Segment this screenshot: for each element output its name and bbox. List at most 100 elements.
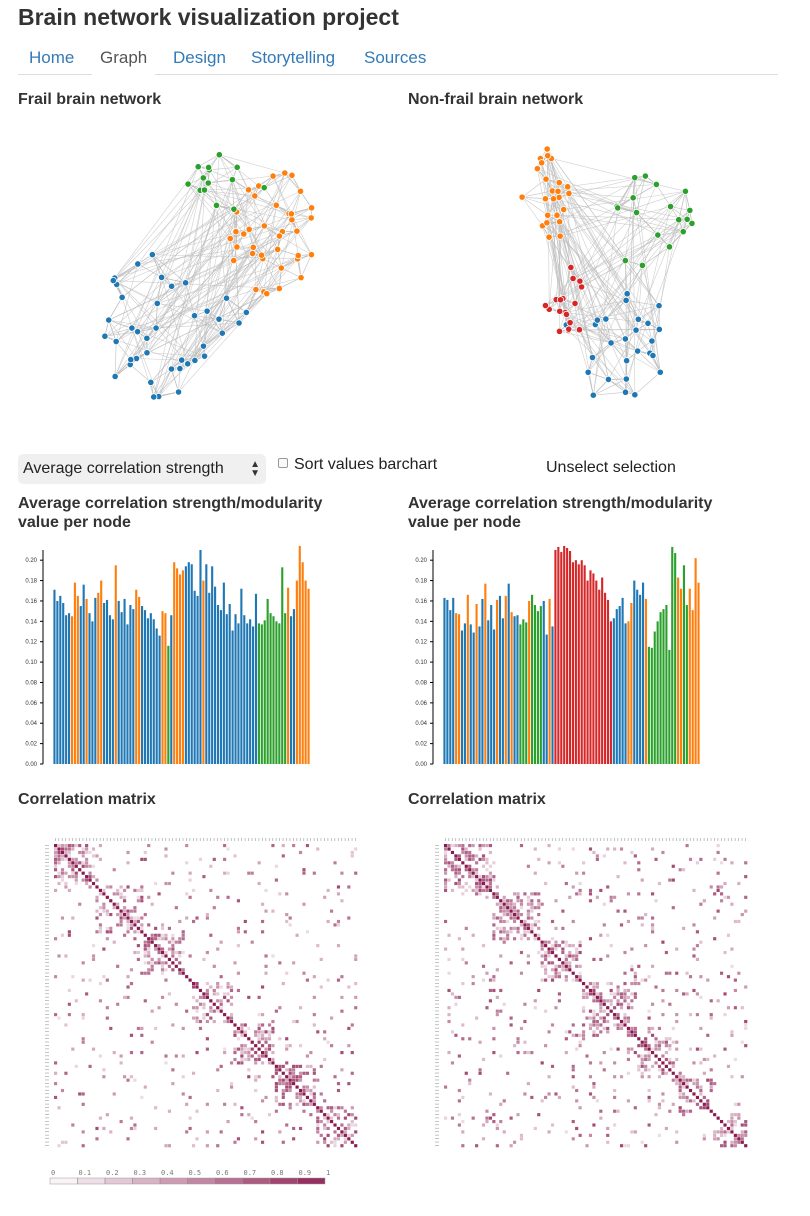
matrix-cell[interactable] [633,854,637,858]
matrix-cell[interactable] [599,1116,603,1120]
matrix-cell[interactable] [271,1051,275,1055]
matrix-cell[interactable] [592,1095,596,1099]
matrix-cell[interactable] [281,1088,285,1093]
matrix-cell[interactable] [509,961,513,965]
matrix-cell[interactable] [192,982,196,986]
matrix-cell[interactable] [492,892,496,896]
matrix-cell[interactable] [626,919,630,924]
matrix-cell[interactable] [571,957,575,961]
matrix-cell[interactable] [516,909,520,913]
matrix-cell[interactable] [274,1082,278,1086]
matrix-cell[interactable] [91,944,96,948]
network-node[interactable] [230,256,238,265]
matrix-cell[interactable] [475,875,479,879]
matrix-cell[interactable] [578,975,582,979]
frail-bar[interactable] [141,606,144,764]
matrix-cell[interactable] [564,975,568,979]
matrix-cell[interactable] [475,861,479,865]
matrix-cell[interactable] [209,933,213,937]
matrix-cell[interactable] [526,1082,530,1086]
matrix-cell[interactable] [143,950,147,955]
matrix-cell[interactable] [633,995,637,999]
matrix-cell[interactable] [481,857,486,861]
matrix-cell[interactable] [181,950,185,955]
frail-bar[interactable] [228,604,231,764]
matrix-cell[interactable] [547,940,551,944]
matrix-cell[interactable] [60,875,65,879]
matrix-cell[interactable] [195,1109,199,1113]
matrix-cell[interactable] [737,1116,741,1120]
matrix-cell[interactable] [592,995,596,999]
matrix-cell[interactable] [292,1137,296,1141]
nonfrail-bar[interactable] [478,626,481,764]
matrix-cell[interactable] [616,1023,620,1027]
matrix-cell[interactable] [478,857,482,861]
matrix-cell[interactable] [481,964,486,968]
matrix-cell[interactable] [550,1023,555,1027]
matrix-cell[interactable] [637,868,641,872]
matrix-cell[interactable] [692,923,696,927]
matrix-cell[interactable] [723,1123,727,1127]
matrix-cell[interactable] [333,1075,337,1079]
matrix-cell[interactable] [571,971,575,975]
matrix-cell[interactable] [623,999,627,1003]
matrix-cell[interactable] [292,1082,296,1086]
matrix-cell[interactable] [323,1116,327,1120]
matrix-cell[interactable] [447,971,451,975]
nonfrail-bar[interactable] [449,610,452,764]
matrix-cell[interactable] [675,1047,679,1051]
matrix-cell[interactable] [564,954,568,958]
matrix-cell[interactable] [613,1016,617,1020]
matrix-cell[interactable] [723,1140,727,1144]
frail-bar[interactable] [155,628,158,764]
matrix-cell[interactable] [502,940,506,944]
matrix-cell[interactable] [136,916,140,920]
matrix-cell[interactable] [157,1006,161,1010]
matrix-cell[interactable] [305,1054,309,1058]
matrix-cell[interactable] [271,1061,275,1065]
matrix-cell[interactable] [312,1102,316,1106]
matrix-cell[interactable] [54,1013,58,1017]
matrix-cell[interactable] [602,1051,606,1055]
matrix-cell[interactable] [457,871,461,875]
matrix-cell[interactable] [444,1085,448,1089]
matrix-cell[interactable] [478,881,482,886]
matrix-cell[interactable] [651,1026,655,1030]
matrix-cell[interactable] [682,1095,686,1099]
nonfrail-bar[interactable] [606,599,610,764]
matrix-cell[interactable] [526,864,530,868]
matrix-cell[interactable] [468,854,472,858]
matrix-cell[interactable] [236,1047,240,1051]
matrix-cell[interactable] [167,926,171,930]
matrix-cell[interactable] [685,971,689,975]
matrix-cell[interactable] [540,954,544,958]
matrix-cell[interactable] [550,1123,555,1127]
matrix-cell[interactable] [702,1102,706,1106]
matrix-cell[interactable] [171,871,175,875]
matrix-cell[interactable] [150,961,154,965]
matrix-cell[interactable] [198,857,203,861]
matrix-cell[interactable] [526,895,530,899]
network-node[interactable] [287,210,295,218]
matrix-cell[interactable] [488,885,492,889]
frail-bar[interactable] [152,619,155,764]
matrix-cell[interactable] [181,1075,185,1079]
matrix-cell[interactable] [247,1057,251,1062]
matrix-cell[interactable] [229,1082,234,1086]
matrix-cell[interactable] [81,978,85,982]
matrix-cell[interactable] [178,971,182,975]
matrix-cell[interactable] [544,1009,548,1013]
matrix-cell[interactable] [285,919,289,924]
matrix-cell[interactable] [236,971,240,975]
matrix-cell[interactable] [219,985,223,989]
matrix-cell[interactable] [730,1140,734,1144]
matrix-cell[interactable] [271,1075,275,1079]
network-node[interactable] [251,192,259,200]
matrix-cell[interactable] [81,861,85,865]
matrix-cell[interactable] [568,950,572,955]
matrix-cell[interactable] [609,1002,613,1006]
matrix-cell[interactable] [316,1106,320,1110]
matrix-cell[interactable] [85,992,89,996]
matrix-cell[interactable] [116,1002,120,1006]
matrix-cell[interactable] [216,947,220,951]
